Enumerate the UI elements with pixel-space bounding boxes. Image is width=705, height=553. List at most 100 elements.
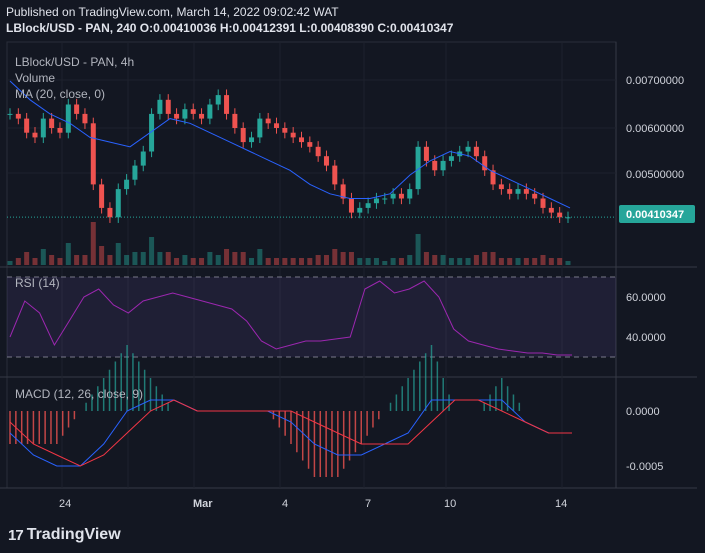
volume-bar: [407, 255, 413, 265]
price-tick: 0.00700000: [626, 75, 684, 87]
volume-bar: [507, 258, 513, 265]
volume-bar: [132, 252, 138, 265]
tv-logo-icon: 17: [8, 526, 24, 544]
signal-line: [9, 399, 572, 467]
rsi-band: [7, 277, 616, 357]
candle-body: [357, 207, 363, 213]
rsi-line: [9, 280, 572, 356]
candle-body: [199, 113, 205, 119]
candle-body: [315, 146, 321, 157]
candle-body: [74, 104, 80, 114]
volume-bar: [482, 252, 488, 265]
volume-bar: [107, 255, 113, 265]
volume-bar: [90, 222, 96, 265]
candle-body: [157, 99, 163, 114]
candle-body: [107, 207, 113, 218]
candle-body: [240, 128, 246, 143]
candle-body: [407, 189, 413, 199]
candle-body: [465, 146, 471, 152]
volume-bar: [332, 249, 338, 265]
volume-bar: [99, 246, 105, 265]
volume-bar: [282, 258, 288, 265]
legend-rsi: RSI (14): [15, 276, 60, 290]
volume-bar: [340, 252, 346, 265]
candle-body: [482, 156, 488, 171]
candle-body: [149, 113, 155, 152]
volume-bar: [390, 258, 396, 265]
candle-body: [249, 137, 255, 143]
candle-body: [274, 123, 280, 128]
candle-body: [448, 156, 454, 161]
candle-body: [7, 113, 13, 115]
volume-bar: [490, 252, 496, 265]
volume-bar: [149, 237, 155, 265]
volume-bar: [357, 258, 363, 265]
x-tick: 7: [365, 498, 371, 510]
candle-body: [24, 118, 30, 133]
ohlc-line: LBlock/USD - PAN, 240 O:0.00410036 H:0.0…: [6, 21, 454, 35]
volume-bar: [473, 255, 479, 265]
volume-bar: [398, 258, 404, 265]
volume-bar: [182, 255, 188, 265]
volume-bars: [7, 222, 571, 265]
volume-bar: [440, 255, 446, 265]
candle-body: [398, 193, 404, 199]
price-tick: 0.00500000: [626, 169, 684, 181]
volume-bar: [115, 243, 121, 265]
candle-body: [423, 146, 429, 161]
candles: [7, 89, 571, 223]
volume-bar: [199, 258, 205, 265]
volume-bar: [24, 252, 30, 265]
volume-bar: [432, 255, 438, 265]
volume-bar: [190, 258, 196, 265]
volume-bar: [32, 258, 38, 265]
macd-tick: 0.0000: [626, 406, 660, 418]
candle-body: [257, 118, 263, 138]
volume-bar: [82, 255, 88, 265]
volume-bar: [249, 258, 255, 265]
grid: [0, 41, 697, 489]
legend-macd: MACD (12, 26, close, 9): [15, 387, 143, 401]
candle-body: [190, 109, 196, 114]
tradingview-logo: 17 TradingView: [8, 526, 121, 544]
volume-bar: [240, 252, 246, 265]
candle-body: [224, 95, 230, 114]
volume-bar: [157, 252, 163, 265]
candle-body: [565, 217, 571, 219]
volume-bar: [49, 255, 55, 265]
volume-bar: [548, 258, 554, 265]
candle-body: [282, 128, 288, 133]
candle-body: [165, 99, 171, 114]
candle-body: [307, 142, 313, 147]
candle-body: [523, 189, 529, 194]
volume-bar: [382, 261, 388, 265]
volume-bar: [174, 258, 180, 265]
volume-bar: [232, 252, 238, 265]
candle-body: [515, 189, 521, 194]
candle-body: [15, 113, 21, 119]
volume-bar: [290, 258, 296, 265]
volume-bar: [307, 258, 313, 265]
candle-body: [132, 165, 138, 180]
candle-body: [99, 184, 105, 208]
x-tick: 4: [282, 498, 288, 510]
candle-body: [365, 203, 371, 208]
candle-body: [332, 165, 338, 185]
volume-bar: [315, 255, 321, 265]
published-line: Published on TradingView.com, March 14, …: [6, 5, 339, 19]
candle-body: [440, 160, 446, 171]
volume-bar: [207, 252, 213, 265]
last-price-badge: [619, 205, 695, 223]
candle-body: [40, 118, 46, 138]
volume-bar: [65, 243, 71, 265]
candle-body: [174, 113, 180, 119]
volume-bar: [515, 258, 521, 265]
candle-body: [548, 207, 554, 213]
x-tick: 24: [59, 498, 71, 510]
candle-body: [323, 156, 329, 166]
volume-bar: [348, 252, 354, 265]
volume-bar: [365, 258, 371, 265]
candle-body: [507, 189, 513, 194]
candle-body: [348, 198, 354, 213]
